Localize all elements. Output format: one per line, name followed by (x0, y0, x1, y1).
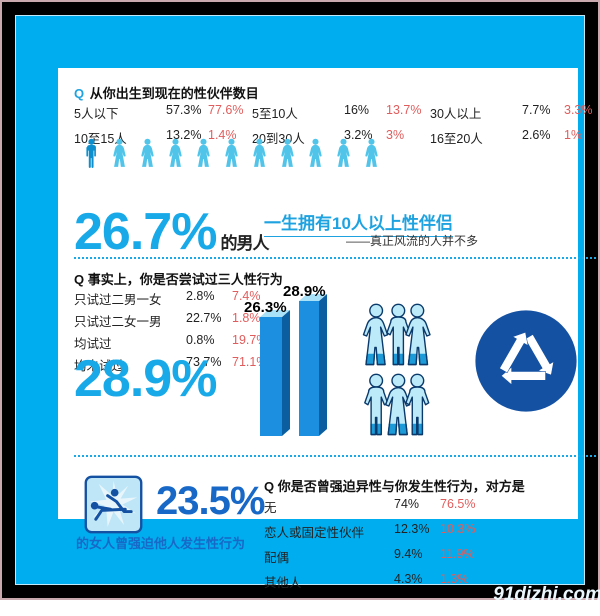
svg-text:26.3%: 26.3% (244, 299, 287, 316)
svg-text:28.9%: 28.9% (283, 283, 326, 300)
